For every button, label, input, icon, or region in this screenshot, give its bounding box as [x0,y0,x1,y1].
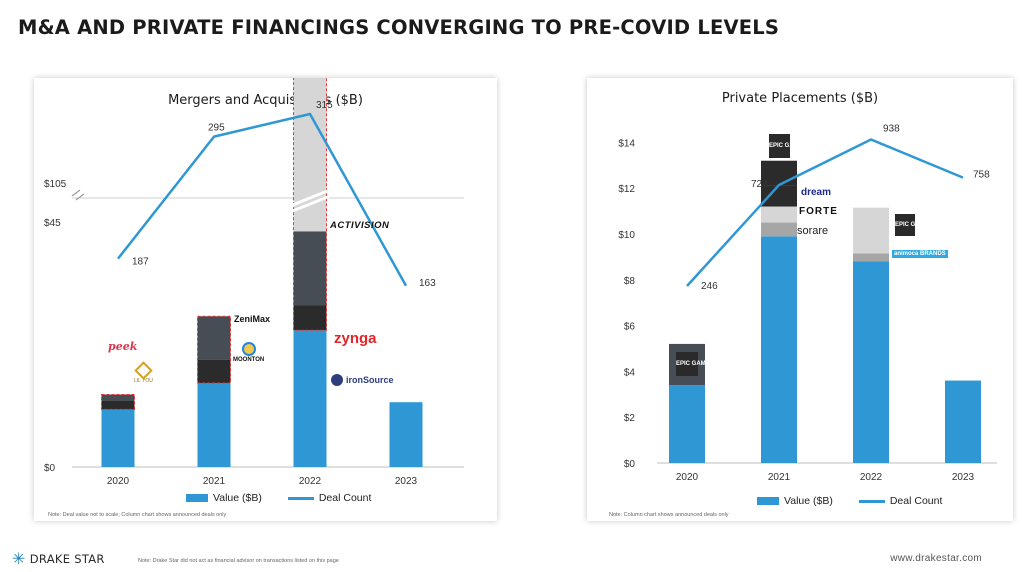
deal-count-label: 295 [208,123,225,134]
y-tick-label: $14 [618,138,635,149]
bar-announced-deal [293,231,327,306]
deal-count-line [117,112,408,287]
x-tick-label: 2023 [952,472,975,483]
pp-chart-panel: Private Placements ($B) $0 $2 $4 $6 $8 $10 $12… [587,78,1013,521]
logo-forte: FORTE [799,206,838,217]
pp-legend: Value ($B) Deal Count [757,495,942,507]
x-tick-label: 2022 [860,472,883,483]
logo-animoca-brands: animoca BRANDS [892,250,948,258]
legend-deal-count-swatch [287,496,314,500]
deal-count-line [686,138,964,287]
bar-announced-deal [853,207,889,254]
x-tick-label: 2020 [676,472,699,483]
logo-sorare: sorare [797,225,829,237]
footer-note: Note: Drake Star did not act as financia… [138,558,339,564]
deal-count-label: 187 [132,257,149,268]
axis-break-mark [71,189,85,201]
bar-announced-deal [761,160,797,186]
deal-count-label: 315 [316,100,333,111]
legend-deal-count-swatch [858,499,885,503]
star-icon: ✳ [12,549,26,568]
announced-deal-outline [197,315,231,384]
y-tick-label: $4 [624,367,636,378]
deal-count-label: 758 [973,170,990,181]
bar-value [197,383,231,467]
logo-lil-you: LIL YOU [134,361,153,384]
deal-count-label: 723 [751,179,768,190]
y-tick-label: $0 [44,463,56,474]
brand-name: DRAKE STAR [29,551,105,566]
pp-chart-note: Note: Column chart shows announced deals… [609,512,729,518]
logo-dream: dream [801,187,832,198]
bar-break-mark [289,188,331,214]
deal-count-label: 938 [883,124,900,135]
y-tick-label: $8 [624,276,636,287]
bar-value [101,409,135,467]
legend-deal-count-label: Deal Count [889,495,943,507]
y-tick-label: $2 [624,413,636,424]
ma-legend: Value ($B) Deal Count [186,492,371,504]
bar-value [945,380,981,463]
pp-chart-title: Private Placements ($B) [721,91,879,106]
y-tick-label: $45 [44,218,61,229]
bar-value [669,385,705,463]
y-tick-label: $0 [624,459,636,470]
bar-announced-deal [293,78,327,232]
x-tick-label: 2020 [107,476,130,487]
deal-count-label: 163 [419,278,436,289]
y-tick-label: $105 [44,179,67,190]
logo-epic-games-2022: EPIC GAMES [895,214,933,236]
legend-value-swatch [757,497,779,505]
bar-announced-deal [197,359,231,383]
footer-url[interactable]: www.drakestar.com [890,553,982,564]
logo-epic-games-2020: EPIC GAMES [676,352,714,376]
bar-announced-deal [101,394,135,401]
logo-zynga: zynga [334,330,377,347]
ma-chart: $0 $45 $105 2020 2021 2022 2023 187 295 315 163 [44,78,464,487]
x-tick-label: 2021 [768,472,791,483]
x-tick-label: 2021 [203,476,226,487]
bar-announced-deal [761,222,797,237]
page-title: M&A AND PRIVATE FINANCINGS CONVERGING TO… [18,16,780,39]
legend-deal-count-label: Deal Count [318,492,372,504]
legend-value-label: Value ($B) [213,492,262,504]
bar-announced-deal [761,206,797,223]
bar-announced-deal [101,400,135,410]
logo-peek: peek [108,340,138,353]
logo-activision: ACTIVISION [330,220,390,231]
bar-value [761,236,797,463]
ma-chart-panel: Mergers and Acquisitions ($B) $0 $45 $105 2… [34,78,497,521]
bar-value [389,402,423,467]
bar-announced-deal [761,185,797,207]
logo-epic-games-2021: EPIC GAMES [769,134,807,158]
announced-deal-outline [101,394,135,410]
y-tick-label: $6 [624,322,636,333]
x-tick-label: 2022 [299,476,322,487]
legend-value-label: Value ($B) [784,495,833,507]
bar-announced-deal [293,305,327,331]
y-tick-label: $10 [618,230,635,241]
x-tick-label: 2023 [395,476,418,487]
ma-chart-note: Note: Deal value not to scale; Column ch… [48,512,227,518]
logo-moonton: MOONTON [233,342,264,363]
logo-ironsource: ironSource [331,374,394,386]
deal-count-label: 246 [701,281,718,292]
bar-announced-deal [197,316,231,360]
brand-logo: ✳ DRAKE STAR [12,549,105,568]
y-tick-label: $12 [618,184,635,195]
pp-chart: $0 $2 $4 $6 $8 $10 $12 $14 2020 2021 2022 2023 246 72… [618,124,997,483]
bar-announced-deal [853,253,889,262]
bar-value [293,330,327,467]
logo-zenimax: ZeniMax [234,314,271,324]
legend-value-swatch [186,494,208,502]
bar-value [853,261,889,463]
